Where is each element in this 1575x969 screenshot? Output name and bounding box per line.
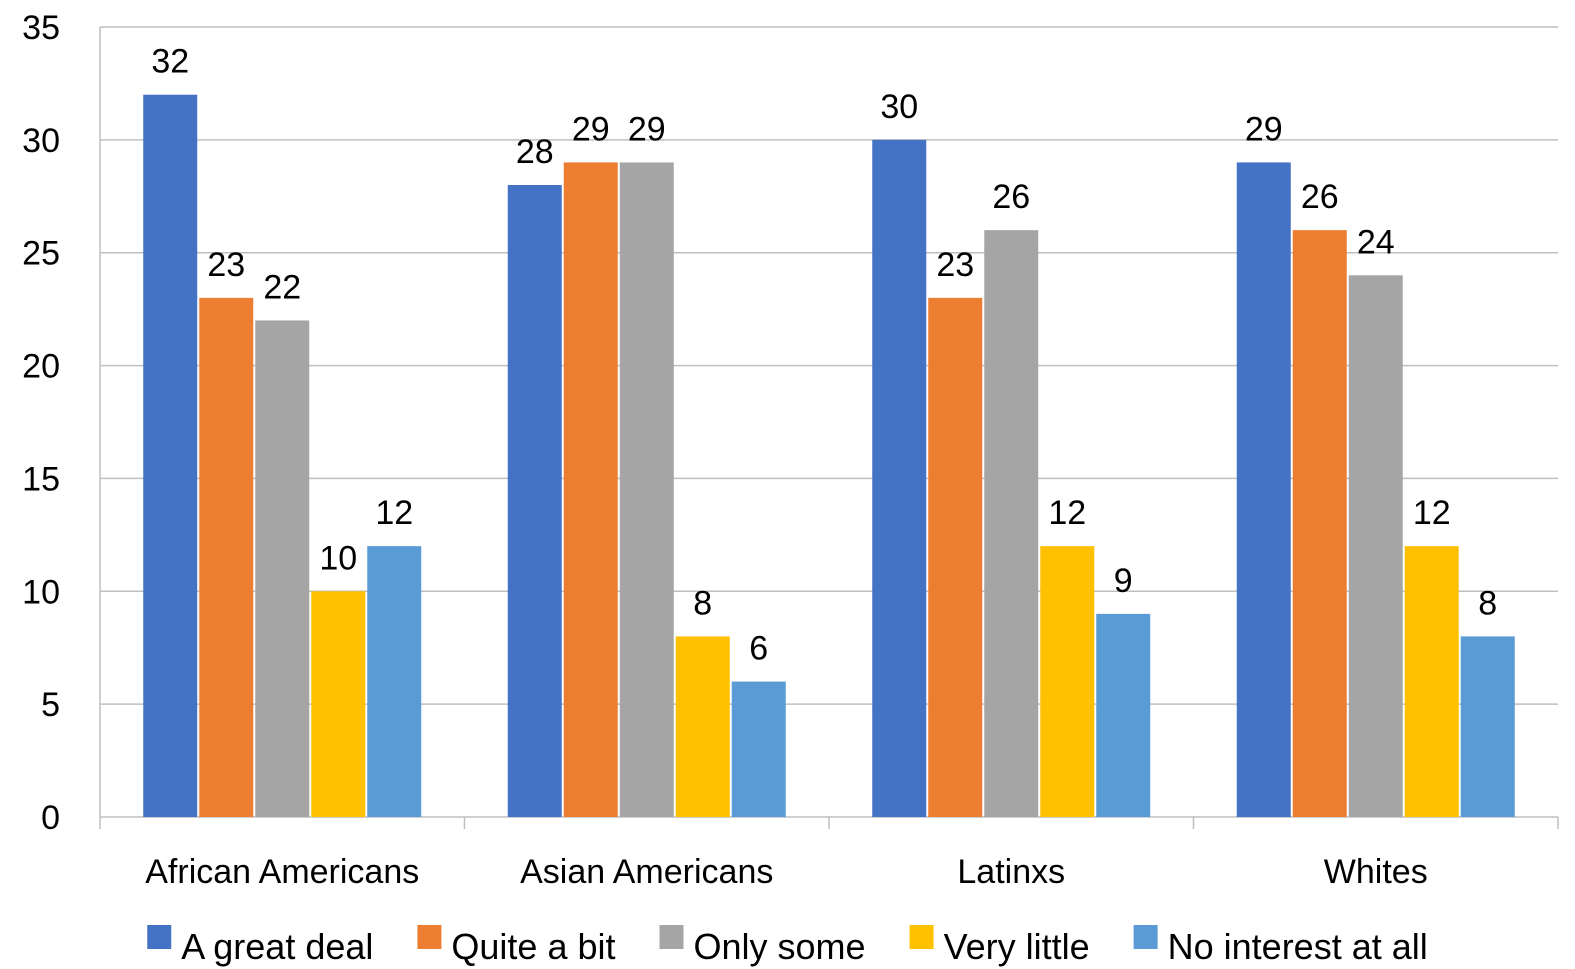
x-tick-label-asian-americans: Asian Americans xyxy=(520,853,773,891)
y-tick-label-25: 25 xyxy=(22,235,60,273)
legend-label-no-interest-at-all: No interest at all xyxy=(1168,926,1428,967)
data-label-african-americans-very-little: 10 xyxy=(319,539,357,577)
y-tick-label-0: 0 xyxy=(41,799,60,837)
data-label-asian-americans-no-interest-at-all: 6 xyxy=(749,630,768,668)
x-tick-label-latinxs: Latinxs xyxy=(957,853,1065,891)
legend-swatch-quite-a-bit xyxy=(417,925,442,949)
y-axis-tick-labels: 0 5 10 15 20 25 30 35 xyxy=(22,9,60,837)
legend-swatch-very-little xyxy=(909,925,934,949)
y-tick-label-15: 15 xyxy=(22,460,60,498)
data-label-asian-americans-only-some: 29 xyxy=(628,110,666,148)
data-label-african-americans-no-interest-at-all: 12 xyxy=(375,494,413,532)
data-label-latinxs-quite-a-bit: 23 xyxy=(936,246,974,284)
bar-african-americans-a-great-deal xyxy=(143,94,198,817)
bar-asian-americans-a-great-deal xyxy=(507,185,562,817)
bar-african-americans-quite-a-bit xyxy=(199,297,254,817)
y-tick-label-30: 30 xyxy=(22,122,60,160)
bar-african-americans-only-some xyxy=(255,320,310,817)
data-label-whites-quite-a-bit: 26 xyxy=(1301,178,1339,216)
legend-swatch-only-some xyxy=(659,925,684,949)
data-label-whites-a-great-deal: 29 xyxy=(1245,110,1283,148)
legend-item-only-some: Only some xyxy=(659,925,866,967)
data-label-whites-no-interest-at-all: 8 xyxy=(1478,584,1497,622)
bar-african-americans-very-little xyxy=(311,591,366,817)
legend-item-very-little: Very little xyxy=(909,925,1090,967)
legend-swatch-no-interest-at-all xyxy=(1133,925,1158,949)
data-label-asian-americans-a-great-deal: 28 xyxy=(516,133,554,171)
bar-latinxs-only-some xyxy=(984,230,1039,818)
data-label-latinxs-very-little: 12 xyxy=(1048,494,1086,532)
bar-asian-americans-quite-a-bit xyxy=(563,162,618,817)
bar-african-americans-no-interest-at-all xyxy=(367,546,422,817)
x-tick-label-african-americans: African Americans xyxy=(145,853,419,891)
bar-whites-quite-a-bit xyxy=(1292,230,1347,818)
data-label-asian-americans-quite-a-bit: 29 xyxy=(572,110,610,148)
bar-latinxs-very-little xyxy=(1040,546,1095,817)
legend-swatch-a-great-deal xyxy=(147,925,172,949)
bar-latinxs-no-interest-at-all xyxy=(1096,613,1151,817)
legend-label-very-little: Very little xyxy=(944,926,1090,967)
legend-label-a-great-deal: A great deal xyxy=(181,926,373,967)
data-label-latinxs-no-interest-at-all: 9 xyxy=(1114,562,1133,600)
data-label-asian-americans-very-little: 8 xyxy=(693,584,712,622)
bar-whites-very-little xyxy=(1404,546,1459,817)
y-tick-label-10: 10 xyxy=(22,573,60,611)
data-label-african-americans-quite-a-bit: 23 xyxy=(207,246,245,284)
x-tick-label-whites: Whites xyxy=(1324,853,1428,891)
legend-label-quite-a-bit: Quite a bit xyxy=(451,926,615,967)
legend-item-no-interest-at-all: No interest at all xyxy=(1133,925,1428,967)
bars xyxy=(143,94,1515,818)
x-axis-tick-labels: African Americans Asian Americans Latinxs W… xyxy=(145,853,1427,891)
data-label-african-americans-only-some: 22 xyxy=(263,268,301,306)
y-tick-label-20: 20 xyxy=(22,348,60,386)
bar-asian-americans-no-interest-at-all xyxy=(731,681,786,817)
legend-item-a-great-deal: A great deal xyxy=(147,925,373,967)
data-label-african-americans-a-great-deal: 32 xyxy=(151,43,189,81)
bar-latinxs-a-great-deal xyxy=(872,139,927,817)
data-label-whites-very-little: 12 xyxy=(1413,494,1451,532)
bar-asian-americans-very-little xyxy=(675,636,730,817)
data-label-whites-only-some: 24 xyxy=(1357,223,1395,261)
bar-whites-no-interest-at-all xyxy=(1460,636,1515,817)
legend-item-quite-a-bit: Quite a bit xyxy=(417,925,616,967)
data-label-latinxs-only-some: 26 xyxy=(992,178,1030,216)
bar-whites-a-great-deal xyxy=(1236,162,1291,817)
y-tick-label-5: 5 xyxy=(41,686,60,724)
bar-asian-americans-only-some xyxy=(619,162,674,817)
legend-label-only-some: Only some xyxy=(694,926,866,967)
bar-whites-only-some xyxy=(1348,275,1403,817)
legend: A great deal Quite a bit Only some Very lit… xyxy=(147,925,1428,967)
data-label-latinxs-a-great-deal: 30 xyxy=(880,88,918,126)
bar-latinxs-quite-a-bit xyxy=(928,297,983,817)
y-tick-label-35: 35 xyxy=(22,9,60,47)
